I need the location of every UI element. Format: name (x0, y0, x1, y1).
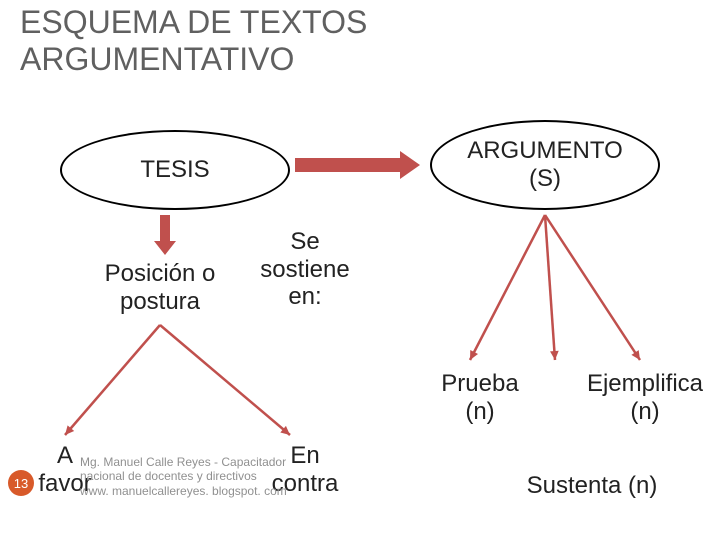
node-sostiene: Sesostieneen: (250, 228, 360, 308)
footer-line2: nacional de docentes y directivos (80, 469, 257, 483)
footer-line3: www. manuelcallereyes. blogspot. com (80, 484, 287, 498)
node-ejemplifica: Ejemplifica(n) (580, 370, 710, 425)
node-prueba: Prueba(n) (430, 370, 530, 425)
node-tesis: TESIS (60, 130, 290, 210)
page-number-badge: 13 (8, 470, 34, 496)
footer-line1: Mg. Manuel Calle Reyes - Capacitador (80, 455, 286, 469)
page-number: 13 (14, 476, 28, 491)
title-line2: ARGUMENTATIVO (20, 41, 294, 77)
node-sustenta: Sustenta (n) (512, 472, 672, 502)
footer-credits: Mg. Manuel Calle Reyes - Capacitador nac… (80, 455, 287, 498)
node-posicion: Posición opostura (85, 260, 235, 320)
title-line1: ESQUEMA DE TEXTOS (20, 4, 367, 40)
node-argumento: ARGUMENTO(S) (430, 120, 660, 210)
page-title: ESQUEMA DE TEXTOS ARGUMENTATIVO (20, 4, 367, 78)
